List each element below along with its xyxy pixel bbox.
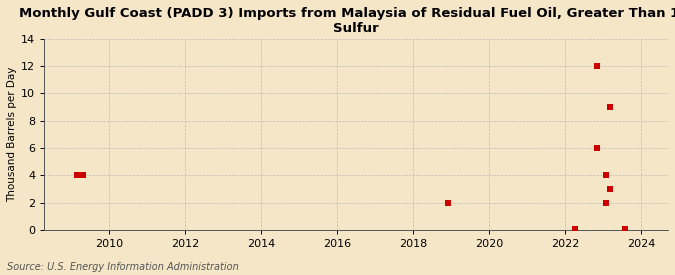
Point <box>601 200 612 205</box>
Point <box>78 173 89 177</box>
Point <box>72 173 83 177</box>
Point <box>604 187 615 191</box>
Point <box>591 64 602 68</box>
Point <box>601 173 612 177</box>
Point <box>443 200 454 205</box>
Title: Monthly Gulf Coast (PADD 3) Imports from Malaysia of Residual Fuel Oil, Greater : Monthly Gulf Coast (PADD 3) Imports from… <box>20 7 675 35</box>
Text: Source: U.S. Energy Information Administration: Source: U.S. Energy Information Administ… <box>7 262 238 272</box>
Point <box>620 227 631 231</box>
Point <box>570 227 580 231</box>
Point <box>604 105 615 109</box>
Point <box>591 146 602 150</box>
Y-axis label: Thousand Barrels per Day: Thousand Barrels per Day <box>7 67 17 202</box>
